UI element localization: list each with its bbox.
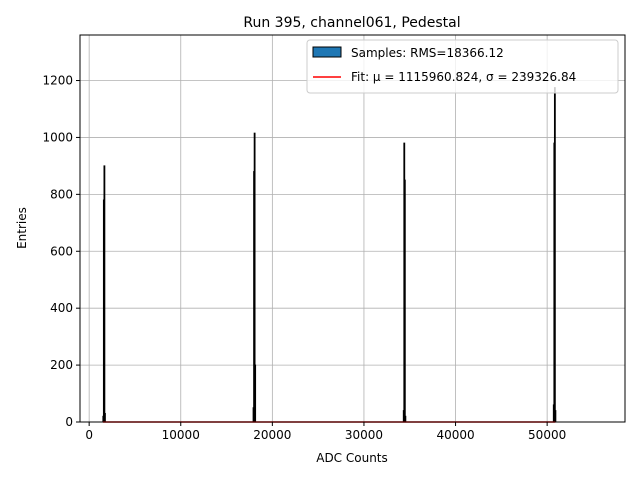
legend-samples-swatch [312,46,342,58]
x-tick-label: 20000 [253,428,291,442]
x-tick-label: 10000 [162,428,200,442]
histogram-bar [403,179,406,423]
axes-frame [79,34,626,423]
x-tick-label: 40000 [436,428,474,442]
histogram-bar [554,410,557,423]
legend-samples-label: Samples: RMS=18366.12 [351,46,504,60]
x-tick-label: 50000 [528,428,566,442]
y-tick-label: 400 [50,301,73,315]
y-tick-label: 800 [50,187,73,201]
x-axis-label: ADC Counts [316,451,388,465]
histogram-bar [404,415,407,423]
y-axis-label: Entries [15,207,29,249]
x-tick-label: 0 [85,428,93,442]
histogram-bar [103,165,106,423]
histogram-bar [553,87,556,423]
histogram-bar [254,364,257,423]
y-tick-label: 0 [65,415,73,429]
legend: Samples: RMS=18366.12 Fit: μ = 1115960.8… [306,39,619,94]
grid-layer [80,35,625,423]
y-axis-ticks: 0 200 400 600 800 1000 1200 [42,74,80,429]
chart-title: Run 395, channel061, Pedestal [243,15,460,31]
y-tick-label: 1000 [42,130,73,144]
histogram-bar [104,412,106,423]
x-axis-ticks: 0 10000 20000 30000 40000 50000 [85,422,566,442]
y-tick-label: 1200 [42,74,73,88]
x-tick-label: 30000 [345,428,383,442]
y-tick-label: 200 [50,358,73,372]
y-tick-label: 600 [50,244,73,258]
legend-fit-label: Fit: μ = 1115960.824, σ = 239326.84 [351,70,576,84]
legend-box [306,39,619,94]
